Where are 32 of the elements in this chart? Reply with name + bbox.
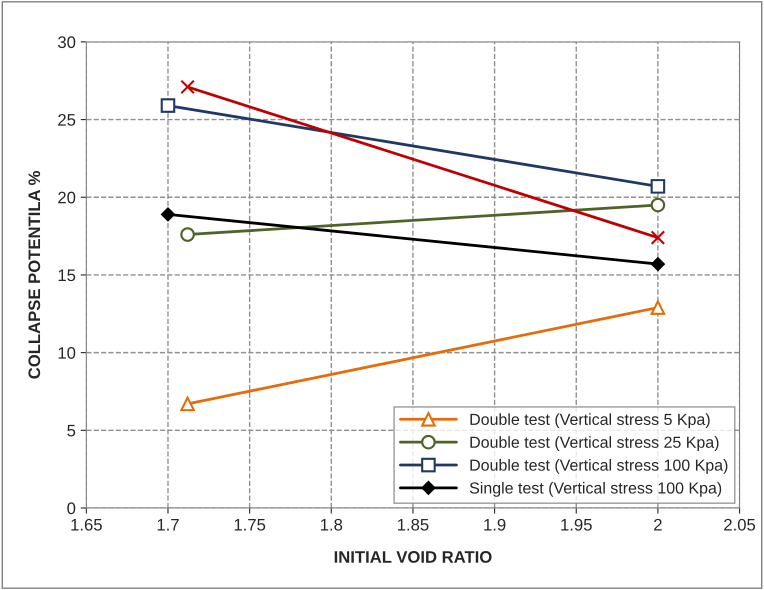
legend-label: Double test (Vertical stress 5 Kpa) bbox=[470, 413, 710, 428]
x-axis-title: INITIAL VOID RATIO bbox=[334, 551, 492, 563]
y-axis-title: COLLAPSE POTENTILA % bbox=[28, 171, 40, 379]
point bbox=[180, 396, 195, 412]
y-tick-label: 20 bbox=[58, 192, 76, 204]
point bbox=[650, 230, 666, 245]
x-tick-label: 1.7 bbox=[158, 519, 179, 530]
x-tick-label: 1.75 bbox=[234, 519, 266, 531]
legend-label: Double test (Vertical stress 100 Kpa) bbox=[470, 459, 728, 474]
y-tick-label: 0 bbox=[67, 502, 76, 514]
x-tick-label: 1.95 bbox=[561, 518, 592, 531]
x-tick-label: 1.65 bbox=[71, 518, 102, 531]
point bbox=[650, 300, 666, 315]
y-tick-label: 5 bbox=[67, 424, 76, 437]
y-tick-label: 25 bbox=[58, 114, 76, 126]
y-tick-label: 30 bbox=[58, 36, 76, 48]
point bbox=[161, 207, 175, 222]
x-tick-label: 1.8 bbox=[320, 518, 342, 531]
point bbox=[180, 227, 195, 242]
x-tick-label: 1.9 bbox=[484, 518, 506, 531]
legend-label: Single test (Vertical stress 100 Kpa) bbox=[470, 482, 722, 497]
point bbox=[180, 80, 195, 94]
point bbox=[650, 198, 666, 212]
x-tick-label: 2.05 bbox=[724, 518, 756, 531]
legend-label: Double test (Vertical stress 25 Kpa) bbox=[470, 436, 719, 452]
y-tick-label: 10 bbox=[58, 347, 76, 359]
point bbox=[650, 257, 665, 271]
point bbox=[650, 179, 666, 194]
x-tick-label: 2 bbox=[654, 518, 662, 530]
point bbox=[160, 98, 176, 113]
y-tick-label: 15 bbox=[58, 270, 76, 282]
x-tick-label: 1.85 bbox=[398, 518, 428, 531]
